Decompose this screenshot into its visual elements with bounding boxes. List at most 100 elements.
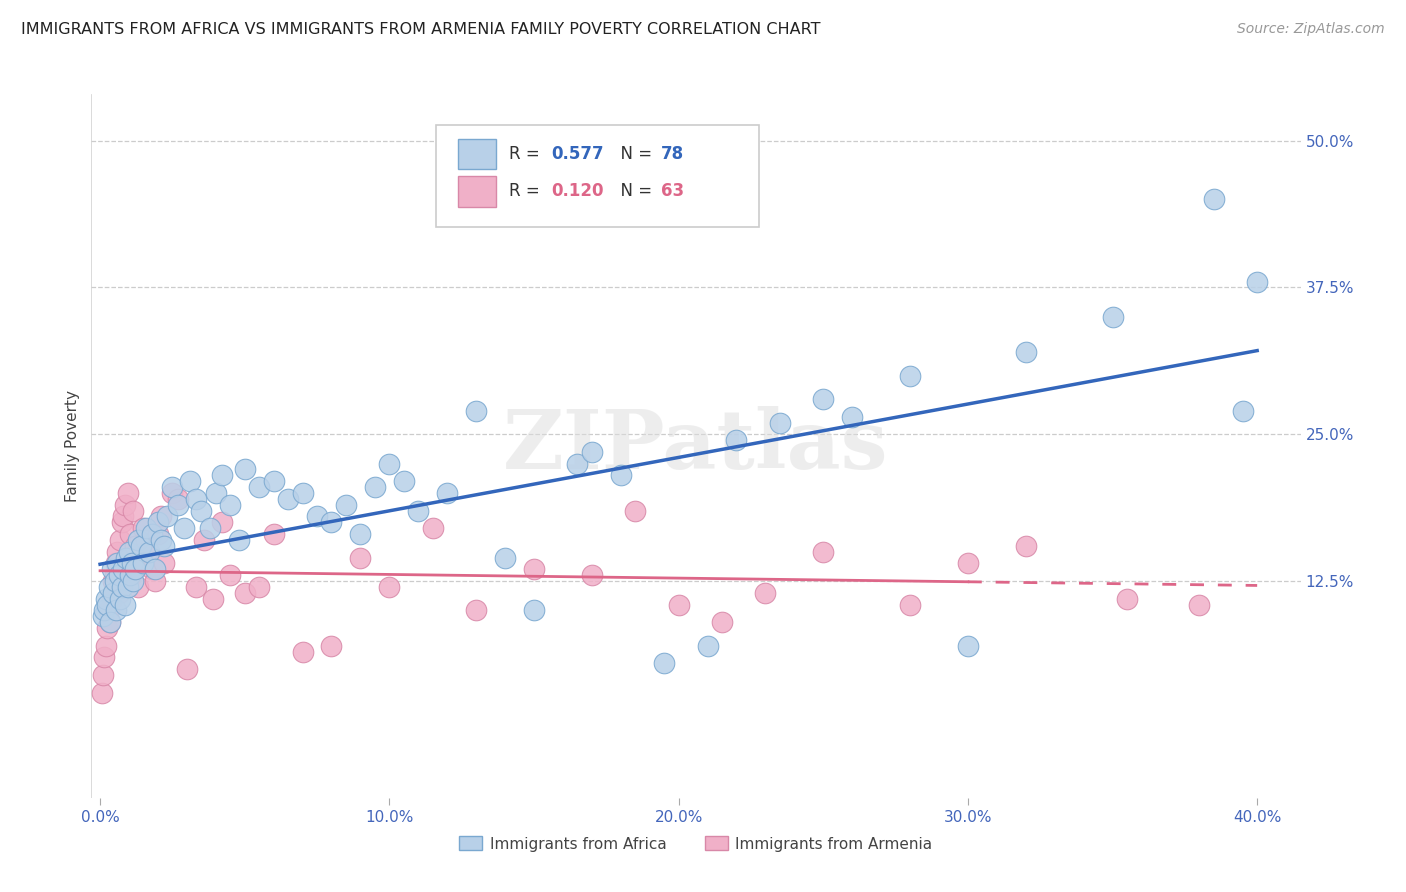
Point [127,580,149,594]
Point [94,591,117,606]
Point [115,550,138,565]
Point [364,480,387,494]
Point [132,521,155,535]
Point [277,491,299,506]
Point [956,639,979,653]
Point [696,639,718,653]
Point [247,480,270,494]
Point [118,550,141,565]
Point [122,503,145,517]
Point [152,557,174,571]
Point [111,580,134,594]
Point [127,533,149,547]
Point [114,598,136,612]
Point [135,521,157,535]
Point [581,445,603,459]
Point [956,557,979,571]
Point [93,650,115,665]
Point [624,503,647,517]
Point [94,639,117,653]
Point [107,557,129,571]
Point [1188,598,1211,612]
Text: R =: R = [509,183,546,201]
Point [112,562,135,576]
Text: 78: 78 [661,145,683,163]
Point [378,457,401,471]
Point [110,591,132,606]
Point [263,475,285,489]
Point [1101,310,1123,324]
Point [129,557,152,571]
Point [233,586,256,600]
Point [349,527,371,541]
Point [103,574,125,588]
Text: Source: ZipAtlas.com: Source: ZipAtlas.com [1237,22,1385,37]
Point [219,568,242,582]
Point [179,475,201,489]
Point [143,562,166,576]
Point [228,533,250,547]
Point [100,591,122,606]
Point [291,486,314,500]
Point [129,539,152,553]
Point [291,644,314,658]
Point [135,533,157,547]
Point [523,562,546,576]
Point [769,416,792,430]
Point [1015,345,1038,359]
Point [149,533,172,547]
Point [124,539,146,553]
Point [321,639,343,653]
Point [98,615,121,630]
Point [523,603,546,617]
Point [111,516,134,530]
Point [91,668,114,682]
Point [114,498,136,512]
Point [1202,193,1225,207]
Point [378,580,401,594]
Point [162,486,184,500]
Point [581,568,603,582]
Point [167,491,190,506]
Legend: Immigrants from Africa, Immigrants from Armenia: Immigrants from Africa, Immigrants from … [453,830,939,857]
Point [725,433,748,447]
Point [211,516,233,530]
Point [321,516,343,530]
Point [406,503,429,517]
Point [305,509,328,524]
Point [108,568,131,582]
Point [652,657,675,671]
Point [143,574,166,588]
Point [104,603,127,617]
Point [138,544,160,558]
Point [184,491,207,506]
Point [124,562,146,576]
Point [97,580,120,594]
Point [152,539,174,553]
Point [494,550,516,565]
Point [101,586,124,600]
Point [93,603,115,617]
Point [104,557,127,571]
Point [100,562,122,576]
Point [1116,591,1139,606]
Point [120,527,142,541]
Point [173,521,195,535]
Point [162,480,184,494]
Point [115,562,138,576]
Point [97,603,120,617]
Point [436,486,458,500]
Point [465,403,488,417]
Point [146,527,169,541]
Text: N =: N = [610,183,658,201]
Text: ZIPatlas: ZIPatlas [503,406,889,486]
Point [610,468,633,483]
Point [184,580,207,594]
Point [107,544,129,558]
Point [167,498,190,512]
Point [898,368,921,383]
Point [108,586,131,600]
Point [141,527,163,541]
Point [112,509,135,524]
Point [103,568,125,582]
